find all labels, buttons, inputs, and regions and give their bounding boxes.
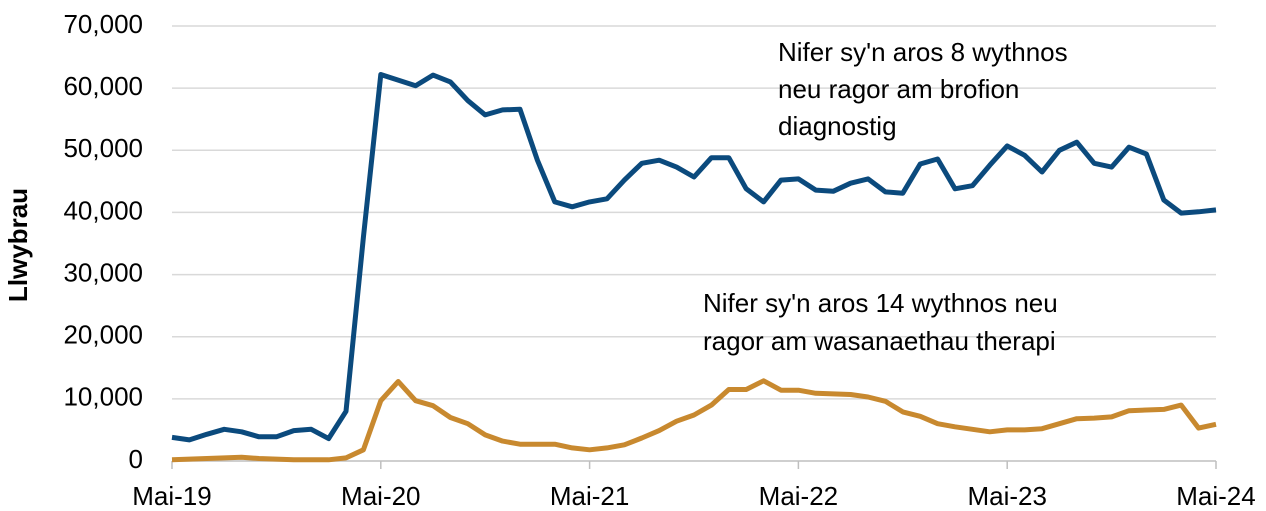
x-tick-label: Mai-23 (967, 481, 1046, 511)
annotation-line: neu ragor am brofion (778, 74, 1019, 104)
series-line (171, 72, 1217, 443)
annotation-line: ragor am wasanaethau therapi (703, 326, 1056, 356)
y-tick-label: 50,000 (63, 133, 143, 163)
series-line (171, 378, 1217, 463)
y-tick-label: 30,000 (63, 257, 143, 287)
annotation: Nifer sy'n aros 14 wythnos neu ragor am w… (703, 288, 1058, 356)
y-axis-label: Llwybrau (3, 188, 33, 302)
y-tick-label: 40,000 (63, 195, 143, 225)
x-tick-label: Mai-22 (759, 481, 838, 511)
y-tick-label: 0 (129, 444, 143, 474)
annotation-line: Nifer sy'n aros 8 wythnos (778, 37, 1068, 67)
annotation-line: diagnostig (778, 111, 897, 141)
x-tick-label: Mai-21 (550, 481, 629, 511)
y-tick-label: 10,000 (63, 382, 143, 412)
y-tick-label: 60,000 (63, 71, 143, 101)
y-tick-label: 70,000 (63, 9, 143, 39)
annotation: Nifer sy'n aros 8 wythnos neu ragor am br… (778, 37, 1068, 141)
x-tick-label: Mai-19 (132, 481, 211, 511)
annotation-line: Nifer sy'n aros 14 wythnos neu (703, 288, 1058, 318)
x-tick-label: Mai-20 (341, 481, 420, 511)
x-tick-label: Mai-24 (1176, 481, 1255, 511)
y-tick-label: 20,000 (63, 320, 143, 350)
